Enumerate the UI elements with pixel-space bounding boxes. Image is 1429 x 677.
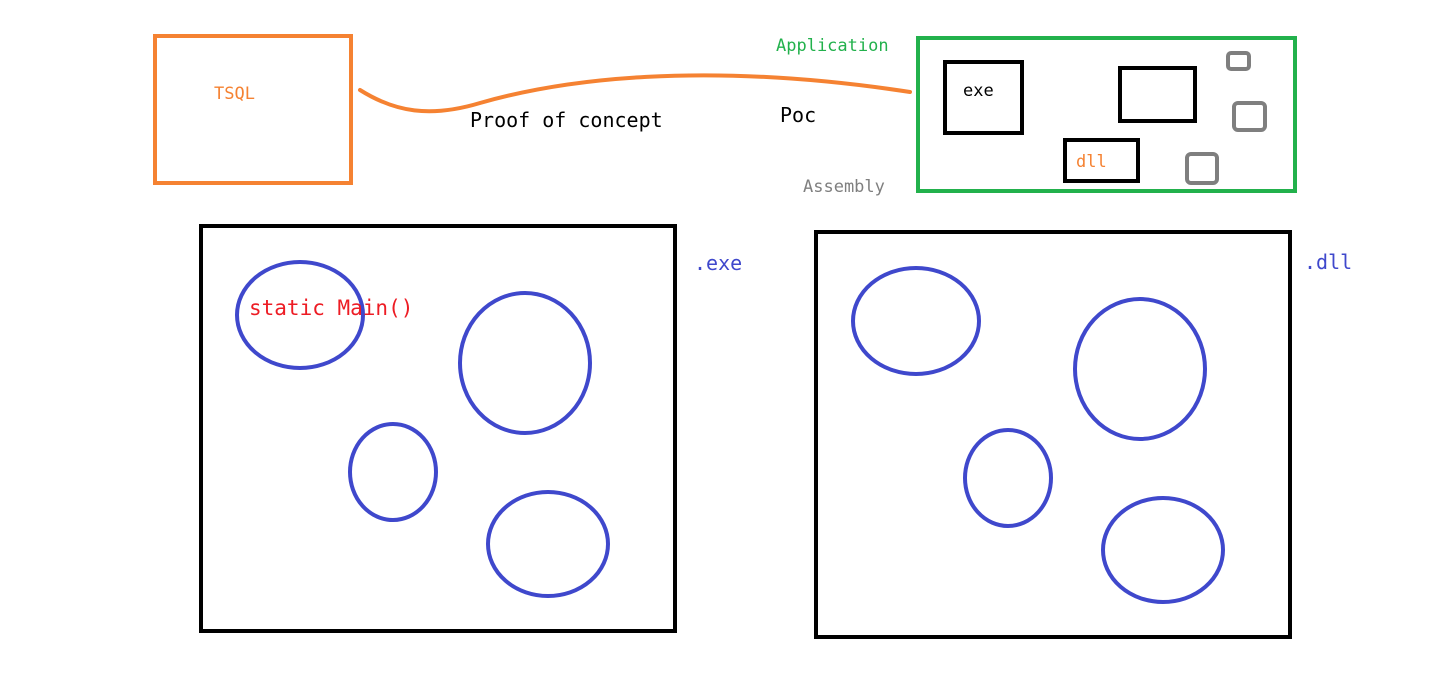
dll-box xyxy=(1063,138,1140,183)
application-label: Application xyxy=(776,36,889,56)
tsql-box xyxy=(153,34,353,185)
exe-circle-small xyxy=(348,422,438,522)
exe-extension-label: .exe xyxy=(694,251,742,275)
exe-detail-box xyxy=(199,224,677,633)
poc-label: Poc xyxy=(780,103,816,127)
tsql-label: TSQL xyxy=(214,84,255,104)
static-main-label: static Main() xyxy=(249,296,413,320)
dll-circle-large xyxy=(1073,297,1207,441)
gray-square-medium xyxy=(1232,101,1267,132)
proof-of-concept-label: Proof of concept xyxy=(470,108,663,132)
gray-square-small xyxy=(1226,51,1251,71)
application-box xyxy=(916,36,1297,193)
exe-circle-bottom xyxy=(486,490,610,598)
connector-curve xyxy=(358,73,912,114)
dll-detail-box xyxy=(814,230,1292,639)
dll-circle-small xyxy=(963,428,1053,528)
exe-box xyxy=(943,60,1024,135)
exe-circle-large xyxy=(458,291,592,435)
gray-square-bottom xyxy=(1185,152,1219,185)
dll-circle-top xyxy=(851,266,981,376)
dll-box-label: dll xyxy=(1076,152,1107,172)
dll-extension-label: .dll xyxy=(1304,250,1352,274)
exe-circle-main xyxy=(235,260,365,370)
dll-circle-bottom xyxy=(1101,496,1225,604)
assembly-label: Assembly xyxy=(803,177,885,197)
exe-box-label: exe xyxy=(963,81,994,101)
assembly-black-box xyxy=(1118,66,1197,123)
